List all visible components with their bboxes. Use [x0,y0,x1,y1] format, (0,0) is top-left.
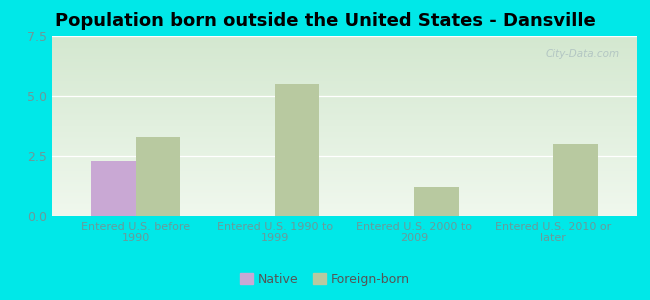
Bar [553,144,598,216]
Text: Population born outside the United States - Dansville: Population born outside the United State… [55,12,595,30]
Bar [275,84,319,216]
Legend: Native, Foreign-born: Native, Foreign-born [235,268,415,291]
Bar [91,161,136,216]
Bar [136,137,180,216]
Text: City-Data.com: City-Data.com [545,49,619,58]
Bar [414,187,459,216]
